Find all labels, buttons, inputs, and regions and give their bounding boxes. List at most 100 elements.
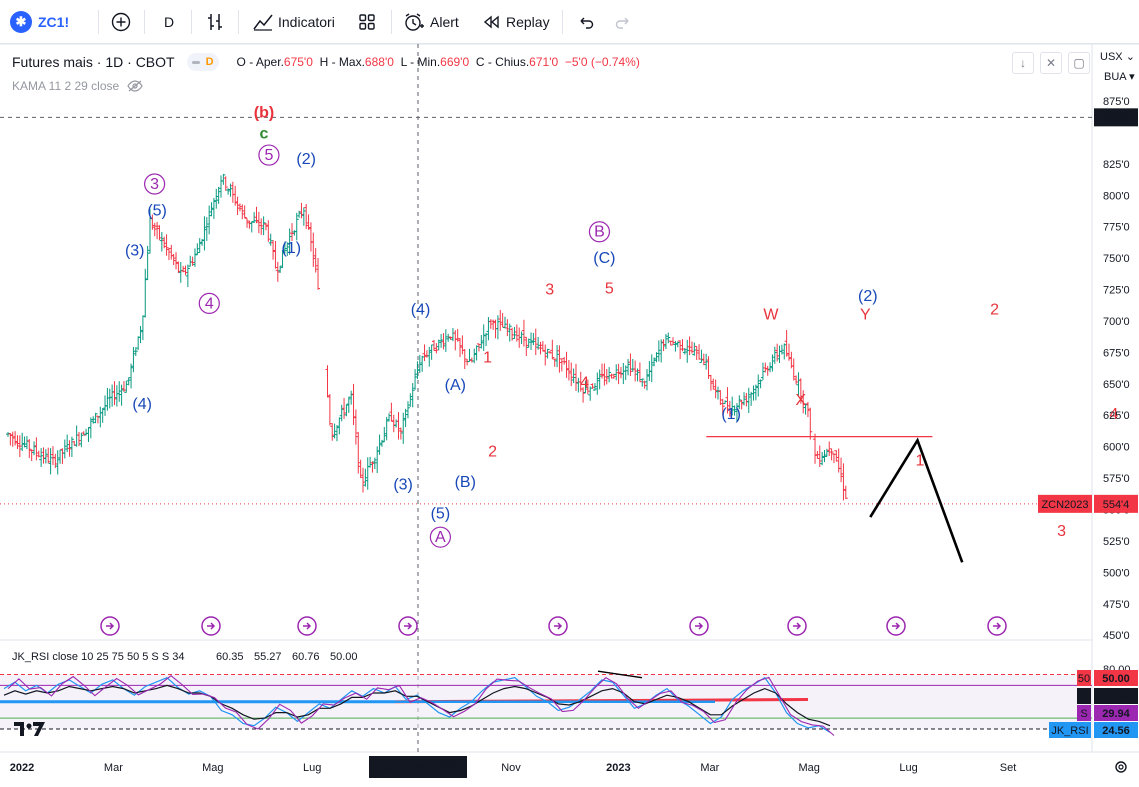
price-bar bbox=[15, 435, 20, 450]
wave-label-text: 4 bbox=[580, 375, 589, 392]
tradingview-logo bbox=[14, 722, 45, 736]
event-marker-circle bbox=[398, 616, 418, 636]
wave-label-text: (1) bbox=[721, 406, 741, 423]
templates-button[interactable] bbox=[357, 0, 377, 44]
time-axis[interactable]: 2022 Mar Mag Lug Nov 2023 Mar Mag Lug Set mer 07-0… bbox=[10, 756, 1127, 778]
replay-button[interactable]: Replay bbox=[481, 0, 550, 44]
rsi-series-line bbox=[3, 676, 831, 733]
chart-type-button[interactable] bbox=[205, 0, 225, 44]
price-bar bbox=[155, 221, 160, 240]
rsi-value-tag: 37.28 E bbox=[1077, 688, 1138, 704]
price-bar bbox=[829, 448, 834, 461]
price-bar bbox=[344, 404, 349, 417]
price-bar bbox=[46, 447, 51, 464]
compare-button[interactable] bbox=[111, 0, 131, 44]
price-bar bbox=[311, 232, 316, 267]
price-bar bbox=[140, 315, 145, 341]
symbol-search-button[interactable]: ✱ ZC1! bbox=[10, 0, 69, 44]
price-bar bbox=[675, 341, 680, 348]
data-badge[interactable]: D bbox=[186, 53, 219, 71]
price-bar bbox=[259, 218, 264, 235]
collapse-button[interactable]: ✕ bbox=[1040, 52, 1062, 74]
price-bar bbox=[673, 340, 678, 352]
wave-label: (3) bbox=[125, 243, 145, 260]
price-bar bbox=[387, 413, 392, 422]
alert-button[interactable]: Alert bbox=[403, 0, 459, 44]
price-bar bbox=[356, 431, 361, 474]
unit-selector[interactable]: BUA ▾ bbox=[1104, 70, 1135, 83]
price-bar bbox=[114, 385, 119, 407]
price-bar bbox=[637, 362, 642, 383]
chart-title: Futures mais · 1D · CBOT bbox=[12, 54, 175, 70]
wave-label: Y bbox=[860, 307, 871, 324]
wave-label: (2) bbox=[296, 151, 316, 168]
rsi-value-tag: 24.56 JK_RSI bbox=[1049, 722, 1138, 738]
price-bar bbox=[143, 268, 148, 318]
interval-button[interactable]: D bbox=[164, 0, 174, 44]
wave-label-text: (3) bbox=[125, 243, 145, 260]
price-bar bbox=[723, 400, 728, 404]
price-bar bbox=[531, 332, 536, 346]
price-tick-label: 875'0 bbox=[1103, 96, 1130, 108]
price-bar bbox=[782, 343, 787, 360]
price-bar bbox=[349, 390, 354, 405]
eye-hidden-icon[interactable] bbox=[127, 80, 143, 92]
price-bar bbox=[363, 468, 368, 487]
price-bar bbox=[600, 363, 605, 379]
price-bar bbox=[588, 386, 593, 401]
price-bar bbox=[159, 232, 164, 252]
rsi-value-tag-bg bbox=[1094, 688, 1138, 704]
wave-label-text: X bbox=[795, 392, 806, 409]
price-bar bbox=[765, 365, 770, 376]
price-axis[interactable]: 450'0475'0500'0525'0550'0575'0600'0625'0… bbox=[1038, 96, 1138, 738]
price-bar bbox=[628, 353, 633, 376]
price-bar bbox=[197, 238, 202, 254]
price-bar bbox=[626, 358, 631, 376]
wave-label: c bbox=[260, 126, 269, 143]
price-bar bbox=[69, 436, 74, 458]
maximize-button[interactable]: ▢ bbox=[1068, 52, 1090, 74]
kama-indicator-legend[interactable]: KAMA 11 2 29 close bbox=[12, 79, 143, 93]
chevron-down-icon: ⌄ bbox=[1125, 51, 1135, 63]
price-bar bbox=[334, 425, 339, 442]
price-bar bbox=[204, 217, 209, 241]
price-bar bbox=[112, 381, 117, 406]
price-bar bbox=[474, 345, 479, 361]
price-bar bbox=[124, 380, 129, 393]
price-bar bbox=[427, 346, 432, 367]
currency-selector[interactable]: USX ⌄ bbox=[1100, 50, 1135, 63]
price-bar bbox=[290, 223, 294, 242]
event-marker bbox=[398, 616, 418, 636]
price-bar bbox=[805, 401, 810, 418]
price-bar bbox=[763, 362, 768, 373]
price-bar bbox=[107, 388, 112, 409]
time-tick-label: Lug bbox=[899, 762, 917, 774]
current-price-tag bbox=[1094, 494, 1138, 513]
wave-label-circle bbox=[198, 292, 220, 314]
price-tick-label: 825'0 bbox=[1103, 159, 1130, 171]
price-bar bbox=[10, 431, 15, 447]
price-bar bbox=[545, 348, 550, 359]
price-bar bbox=[465, 359, 470, 366]
wave-label-text: 4 bbox=[205, 295, 214, 312]
wave-label: A bbox=[429, 526, 451, 548]
price-tick-label: 450'0 bbox=[1103, 630, 1130, 642]
wave-label: (4) bbox=[411, 302, 431, 319]
wave-label-circle bbox=[144, 173, 166, 195]
scroll-down-button[interactable]: ↓ bbox=[1012, 52, 1034, 74]
price-bar bbox=[843, 485, 848, 500]
event-markers bbox=[100, 616, 1007, 636]
redo-button[interactable] bbox=[614, 0, 632, 44]
price-bar bbox=[746, 387, 751, 413]
price-bar bbox=[60, 448, 65, 465]
indicators-button[interactable]: Indicatori bbox=[252, 0, 335, 44]
rsi-value-tag: 50.00 50 bbox=[1077, 670, 1138, 686]
price-bar bbox=[202, 216, 207, 251]
price-bar bbox=[618, 366, 623, 379]
event-marker bbox=[787, 616, 807, 636]
undo-button[interactable] bbox=[577, 0, 595, 44]
price-bar bbox=[292, 230, 297, 236]
price-bar bbox=[436, 339, 441, 351]
rsi-legend-value: 55.27 bbox=[254, 651, 282, 663]
